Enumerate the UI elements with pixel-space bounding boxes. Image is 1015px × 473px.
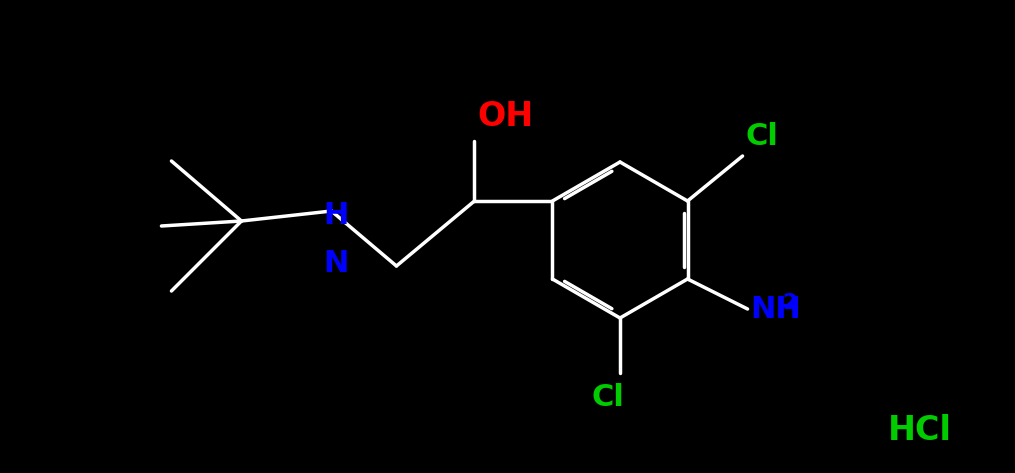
Text: H: H: [323, 201, 348, 230]
Text: NH: NH: [750, 295, 801, 324]
Text: Cl: Cl: [746, 122, 779, 151]
Text: OH: OH: [477, 100, 534, 133]
Text: HCl: HCl: [888, 413, 952, 447]
Text: 2: 2: [783, 293, 797, 313]
Text: Cl: Cl: [592, 383, 624, 412]
Text: N: N: [323, 248, 348, 278]
